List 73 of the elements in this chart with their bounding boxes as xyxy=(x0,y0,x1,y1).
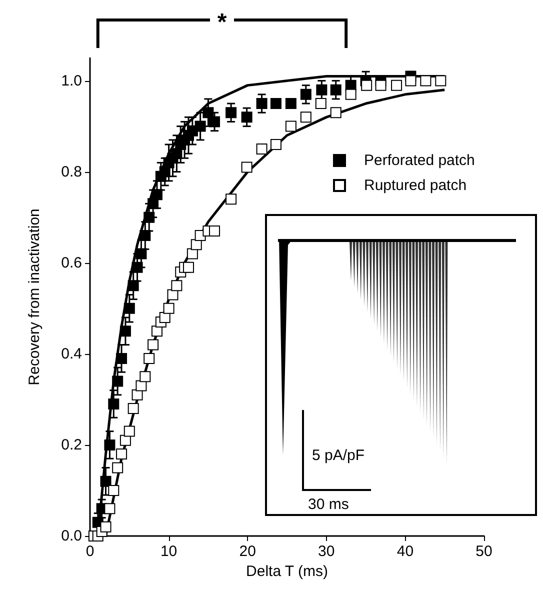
y-tick-label: 0.4 xyxy=(61,345,82,362)
point xyxy=(124,426,135,437)
legend-label: Perforated patch xyxy=(364,152,475,169)
point xyxy=(256,98,268,110)
point xyxy=(104,503,116,514)
x-axis-title: Delta T (ms) xyxy=(246,563,328,580)
point xyxy=(108,398,120,410)
x-tick-label: 0 xyxy=(86,543,94,560)
x-tick-label: 10 xyxy=(160,543,178,560)
point xyxy=(285,98,296,110)
point xyxy=(112,462,124,474)
point xyxy=(209,116,220,128)
point xyxy=(420,75,432,86)
point xyxy=(183,262,194,273)
point xyxy=(375,80,386,91)
point xyxy=(163,302,174,314)
point xyxy=(104,439,116,450)
point xyxy=(435,75,446,86)
point xyxy=(132,262,143,273)
point xyxy=(140,371,151,382)
point xyxy=(112,376,124,387)
point xyxy=(159,166,170,178)
point xyxy=(194,120,206,132)
point xyxy=(345,88,356,100)
point xyxy=(136,248,147,260)
point xyxy=(202,107,214,118)
point xyxy=(124,302,135,314)
point xyxy=(108,484,120,496)
point xyxy=(226,107,237,118)
point xyxy=(316,84,328,96)
text: * xyxy=(217,9,228,36)
x-tick-label: 40 xyxy=(396,543,414,560)
point xyxy=(144,352,155,364)
y-axis-title: Recovery from inactivation xyxy=(26,208,43,386)
x-tick-label: 30 xyxy=(318,543,335,560)
point xyxy=(300,88,312,100)
point xyxy=(226,194,237,205)
annotation: 5 pA/pF xyxy=(312,447,365,464)
legend-label: Ruptured patch xyxy=(364,177,467,194)
point xyxy=(128,280,139,292)
y-tick-label: 0.6 xyxy=(61,254,82,272)
point xyxy=(330,84,342,96)
y-tick-label: 0.0 xyxy=(61,528,82,544)
point xyxy=(330,107,342,118)
y-tick-label: 0.2 xyxy=(61,436,82,454)
point xyxy=(136,380,147,392)
point xyxy=(270,98,282,110)
point xyxy=(391,80,402,91)
point xyxy=(100,521,112,532)
point xyxy=(100,476,112,487)
x-tick-label: 50 xyxy=(476,543,492,560)
point xyxy=(171,280,182,292)
x-tick-label: 20 xyxy=(239,543,256,560)
annotation: 30 ms xyxy=(308,496,349,513)
point xyxy=(116,448,128,460)
point xyxy=(140,230,151,242)
point xyxy=(361,80,372,91)
y-tick-label: 1.0 xyxy=(61,72,82,90)
point xyxy=(241,162,252,173)
point xyxy=(270,138,282,150)
point xyxy=(144,212,155,223)
point xyxy=(300,112,312,123)
point xyxy=(128,403,139,414)
point xyxy=(148,339,159,350)
point xyxy=(120,326,131,337)
point xyxy=(186,248,198,260)
point xyxy=(241,112,252,123)
point xyxy=(285,120,296,132)
point xyxy=(405,75,416,86)
point xyxy=(116,352,128,364)
point xyxy=(151,189,162,200)
point xyxy=(315,98,326,110)
y-tick-label: 0.8 xyxy=(61,163,82,180)
